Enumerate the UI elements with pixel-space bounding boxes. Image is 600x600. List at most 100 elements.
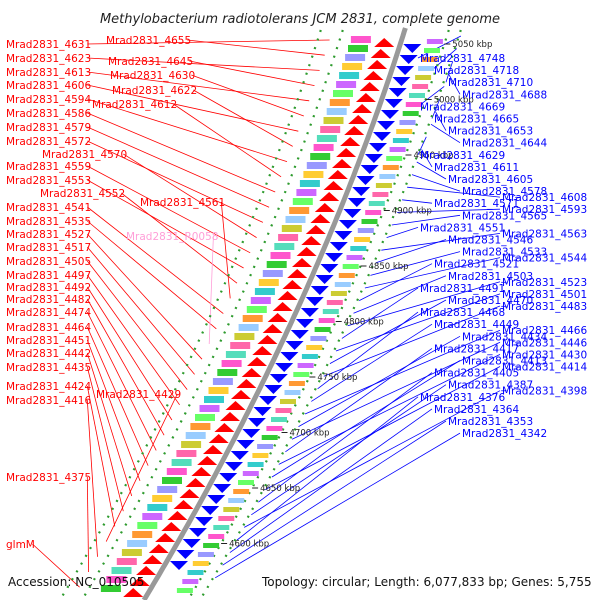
forward-gene-arrow bbox=[129, 577, 150, 586]
gene-block bbox=[402, 111, 419, 116]
gene-block bbox=[314, 327, 331, 332]
left-connector bbox=[86, 339, 141, 481]
scale-tick-label: 4900 kbp bbox=[392, 207, 432, 217]
right-gene-label: Mrad2831_4483 bbox=[502, 301, 587, 313]
forward-gene-arrow bbox=[262, 324, 283, 333]
left-gene-label: Mrad2831_4630 bbox=[110, 70, 195, 82]
right-connector bbox=[353, 275, 447, 314]
forward-gene-arrow bbox=[247, 357, 267, 366]
left-gene-label: Mrad2831_4613 bbox=[6, 67, 91, 79]
gene-block bbox=[233, 489, 250, 494]
right-gene-label: Mrad2831_4748 bbox=[420, 53, 505, 65]
right-connector bbox=[236, 396, 419, 541]
forward-gene-arrow bbox=[179, 489, 200, 498]
gene-block bbox=[274, 243, 295, 250]
gene-block bbox=[336, 81, 357, 88]
left-gene-label: Mrad2831_4572 bbox=[6, 136, 91, 148]
gene-block bbox=[396, 129, 413, 134]
left-gene-label: Mrad2831_4552 bbox=[40, 188, 125, 200]
left-connector bbox=[87, 206, 224, 314]
gene-block bbox=[247, 462, 264, 467]
gene-block bbox=[190, 423, 211, 430]
gene-block bbox=[127, 540, 148, 547]
gene-block bbox=[399, 120, 416, 125]
gene-block bbox=[342, 264, 359, 269]
left-connector bbox=[191, 74, 304, 117]
reverse-gene-arrow bbox=[264, 385, 283, 394]
right-label-column: Mrad2831_4748Mrad2831_4718Mrad2831_4710M… bbox=[420, 53, 587, 440]
gene-block bbox=[421, 57, 438, 62]
reverse-gene-arrow bbox=[392, 77, 411, 86]
left-gene-label: Mrad2831_4579 bbox=[6, 122, 91, 134]
gene-block bbox=[234, 333, 255, 340]
scale-tick-label: 4950 kbp bbox=[414, 151, 454, 161]
right-gene-label: Mrad2831_4563 bbox=[502, 228, 587, 240]
gene-block bbox=[270, 252, 291, 259]
right-connector bbox=[265, 366, 501, 490]
reverse-gene-arrow bbox=[290, 330, 309, 339]
scale-tick-label: 5000 kbp bbox=[434, 96, 474, 106]
forward-gene-arrow bbox=[296, 247, 317, 256]
guide-ring bbox=[187, 29, 450, 600]
gene-block bbox=[326, 300, 343, 305]
gene-block bbox=[238, 324, 259, 331]
forward-gene-arrow bbox=[367, 60, 388, 69]
forward-gene-arrow bbox=[310, 214, 331, 223]
forward-gene-arrow bbox=[359, 82, 380, 91]
reverse-gene-arrow bbox=[280, 352, 299, 361]
right-gene-label: Mrad2831_4521 bbox=[434, 259, 519, 271]
forward-gene-arrow bbox=[340, 137, 361, 146]
forward-gene-arrow bbox=[352, 104, 373, 113]
gene-block bbox=[368, 201, 385, 206]
forward-gene-arrow bbox=[327, 170, 348, 179]
forward-gene-arrow bbox=[225, 401, 246, 410]
gene-block bbox=[350, 36, 371, 43]
gene-block bbox=[357, 228, 374, 233]
right-gene-label: Mrad2831_4544 bbox=[502, 253, 587, 265]
scale-tick-label: 4700 kbp bbox=[290, 429, 330, 439]
gene-block bbox=[199, 405, 220, 412]
right-gene-label: Mrad2831_4523 bbox=[502, 277, 587, 289]
scale-tick-label: 5050 kbp bbox=[452, 40, 492, 50]
left-gene-label: Mrad2831_4442 bbox=[6, 348, 91, 360]
reverse-gene-arrow bbox=[236, 440, 255, 449]
left-gene-label: Mrad2831_4623 bbox=[6, 53, 91, 65]
gene-block bbox=[223, 507, 240, 512]
right-connector bbox=[229, 408, 433, 553]
forward-gene-arrow bbox=[185, 478, 206, 487]
gene-block bbox=[405, 102, 422, 107]
right-gene-label: Mrad2831_4405 bbox=[434, 368, 519, 380]
gene-block bbox=[322, 309, 339, 314]
reverse-gene-arrow bbox=[182, 539, 201, 548]
right-connector bbox=[364, 257, 501, 289]
right-connector bbox=[386, 227, 419, 238]
gene-block bbox=[409, 93, 425, 98]
left-connector bbox=[87, 165, 251, 254]
forward-gene-arrow bbox=[208, 434, 229, 443]
right-gene-label: Mrad2831_4608 bbox=[502, 192, 587, 204]
right-gene-label: Mrad2831_4533 bbox=[462, 247, 547, 259]
gene-block bbox=[334, 282, 351, 287]
gene-block bbox=[157, 486, 178, 493]
left-gene-label: Mrad2831_4541 bbox=[6, 202, 91, 214]
forward-gene-arrow bbox=[348, 115, 369, 124]
reverse-gene-arrow bbox=[320, 264, 339, 273]
right-connector bbox=[222, 420, 447, 566]
left-gene-label: Mrad2831_4631 bbox=[6, 39, 91, 51]
gene-block bbox=[316, 135, 337, 142]
gene-block bbox=[246, 306, 267, 313]
left-connector bbox=[86, 246, 195, 375]
gene-block bbox=[306, 345, 323, 350]
forward-gene-arrow bbox=[136, 566, 157, 575]
right-connector bbox=[431, 98, 441, 119]
guide-ring bbox=[199, 29, 462, 600]
gene-block bbox=[386, 156, 403, 161]
gene-block bbox=[121, 549, 142, 556]
reverse-gene-arrow bbox=[356, 176, 375, 185]
right-connector bbox=[417, 86, 445, 107]
right-connector bbox=[417, 35, 462, 59]
gene-block bbox=[379, 174, 396, 179]
gene-block bbox=[284, 390, 301, 395]
gene-block bbox=[296, 189, 317, 196]
topology-text: Topology: circular; Length: 6,077,833 bp… bbox=[261, 575, 592, 589]
